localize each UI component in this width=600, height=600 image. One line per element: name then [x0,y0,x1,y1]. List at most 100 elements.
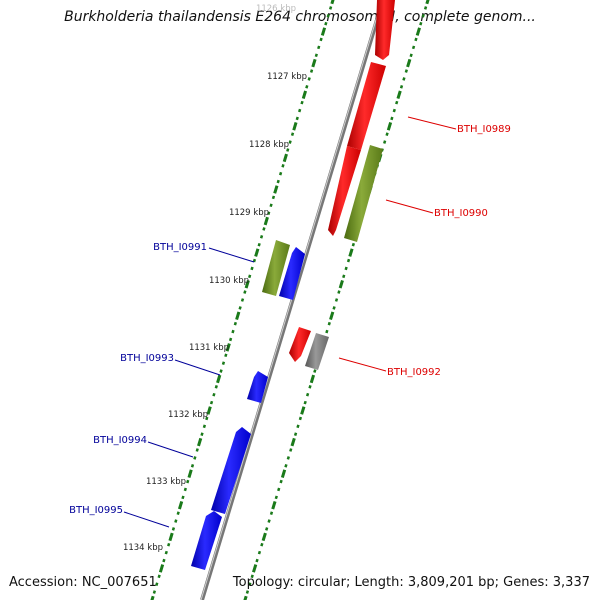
feature-bth-i0994[interactable] [211,427,251,514]
ruler-dash [290,437,296,447]
feature-bth-i0992[interactable] [289,327,311,362]
feature-bth-i0992-gray[interactable] [305,333,329,370]
ruler-track-outer [243,0,430,600]
feature-top-red[interactable] [375,0,395,60]
ruler-dash [409,53,413,58]
ruler-dash [305,392,310,397]
ruler-dash [197,437,203,447]
ruler-dash [325,329,329,334]
ruler-dash [309,69,314,73]
ruler-dash [319,37,323,42]
ruler-dash [238,306,242,310]
gene-label[interactable]: BTH_I0989 [457,124,511,135]
feature-bth-i0993[interactable] [247,371,268,403]
ruler-dash [396,90,402,100]
accession-text: Accession: NC_007651 [9,575,157,590]
tick-label: 1133 kbp [146,477,186,487]
ruler-dash [309,374,316,384]
ruler-dash [385,132,389,137]
tick-label: 1127 kbp [267,72,307,82]
ruler-dash [231,329,235,334]
ruler-dash [292,122,298,131]
ruler-dash [300,100,304,105]
feature-bth-i0991-olive[interactable] [262,240,290,296]
ruler-dash [228,337,233,342]
ruler-dash [186,479,190,484]
ruler-dash [399,85,404,89]
gene-leader-line [385,199,434,214]
ruler-dash [177,501,184,510]
gene-leader-line [123,511,170,528]
ruler-dash [328,6,333,10]
ruler-dash [152,590,157,594]
ruler-dash [313,369,317,373]
feature-bth-i0989[interactable] [347,62,386,150]
ruler-dash [257,242,261,247]
tick-label: 1126 kbp [256,4,296,14]
ruler-dash [183,487,187,492]
ruler-dash [305,85,309,89]
ruler-dash [342,274,346,279]
ruler-dash [274,495,278,500]
gene-features [191,0,395,570]
ruler-dash [259,235,264,239]
gene-label[interactable]: BTH_I0994 [93,435,147,446]
ruler-dash [308,385,312,389]
ruler-dash [284,463,288,468]
ruler-dash [257,550,262,555]
gene-leader-line [338,357,387,372]
ruler-dash [421,13,425,18]
ruler-dash [415,27,421,36]
tick-label: 1128 kbp [249,140,289,150]
ruler-dash [423,6,428,10]
backbone-arc [200,0,385,600]
feature-bth-i0989-tail[interactable] [328,146,361,236]
ruler-dash [286,456,290,460]
gene-label[interactable]: BTH_I0995 [69,505,123,516]
ruler-dash [164,550,168,555]
ruler-dash [278,171,283,176]
gene-label[interactable]: BTH_I0993 [120,353,174,364]
ruler-dash [406,58,412,68]
ruler-dash [314,53,318,58]
ruler-dash [298,108,302,113]
gene-label[interactable]: BTH_I0991 [153,242,207,253]
ruler-dash [303,400,307,405]
feature-bth-i0991[interactable] [279,247,305,300]
ruler-dash [298,416,303,421]
ruler-dash [200,432,204,437]
gene-label[interactable]: BTH_I0992 [387,367,441,378]
gene-label[interactable]: BTH_I0990 [434,208,488,219]
ruler-dash [265,527,269,531]
ruler-dash [286,148,290,152]
ruler-dash [344,266,348,271]
ruler-dash [395,100,399,105]
ruler-dash [280,469,287,478]
feature-bth-i0990[interactable] [344,145,383,242]
ruler-dash [419,21,423,26]
gene-leader-line [208,247,255,263]
ruler-dash [402,77,406,81]
ruler-dash [255,558,259,563]
ruler-dash [348,248,354,257]
ruler-dash [311,58,317,68]
gene-leader-line [174,359,221,376]
ruler-dash [221,361,226,365]
ruler-dash [243,595,248,600]
tick-label: 1131 kbp [189,343,229,353]
ruler-dash [269,203,273,208]
gene-leader-line [147,441,194,458]
gene-labels: BTH_I0989 BTH_I0990 BTH_I0991 BTH_I0992 BTH_… [69,116,511,528]
ruler-dash [168,532,174,542]
ruler-dash [225,343,231,352]
ruler-dash [219,369,223,373]
feature-bth-i0995[interactable] [191,511,222,570]
ruler-dash [273,185,279,194]
ruler-dash [326,13,330,18]
ruler-dash [390,116,394,121]
ruler-dash [301,90,308,99]
ruler-dash [386,122,393,131]
ruler-dash [263,216,269,226]
ruler-dash [167,542,171,547]
